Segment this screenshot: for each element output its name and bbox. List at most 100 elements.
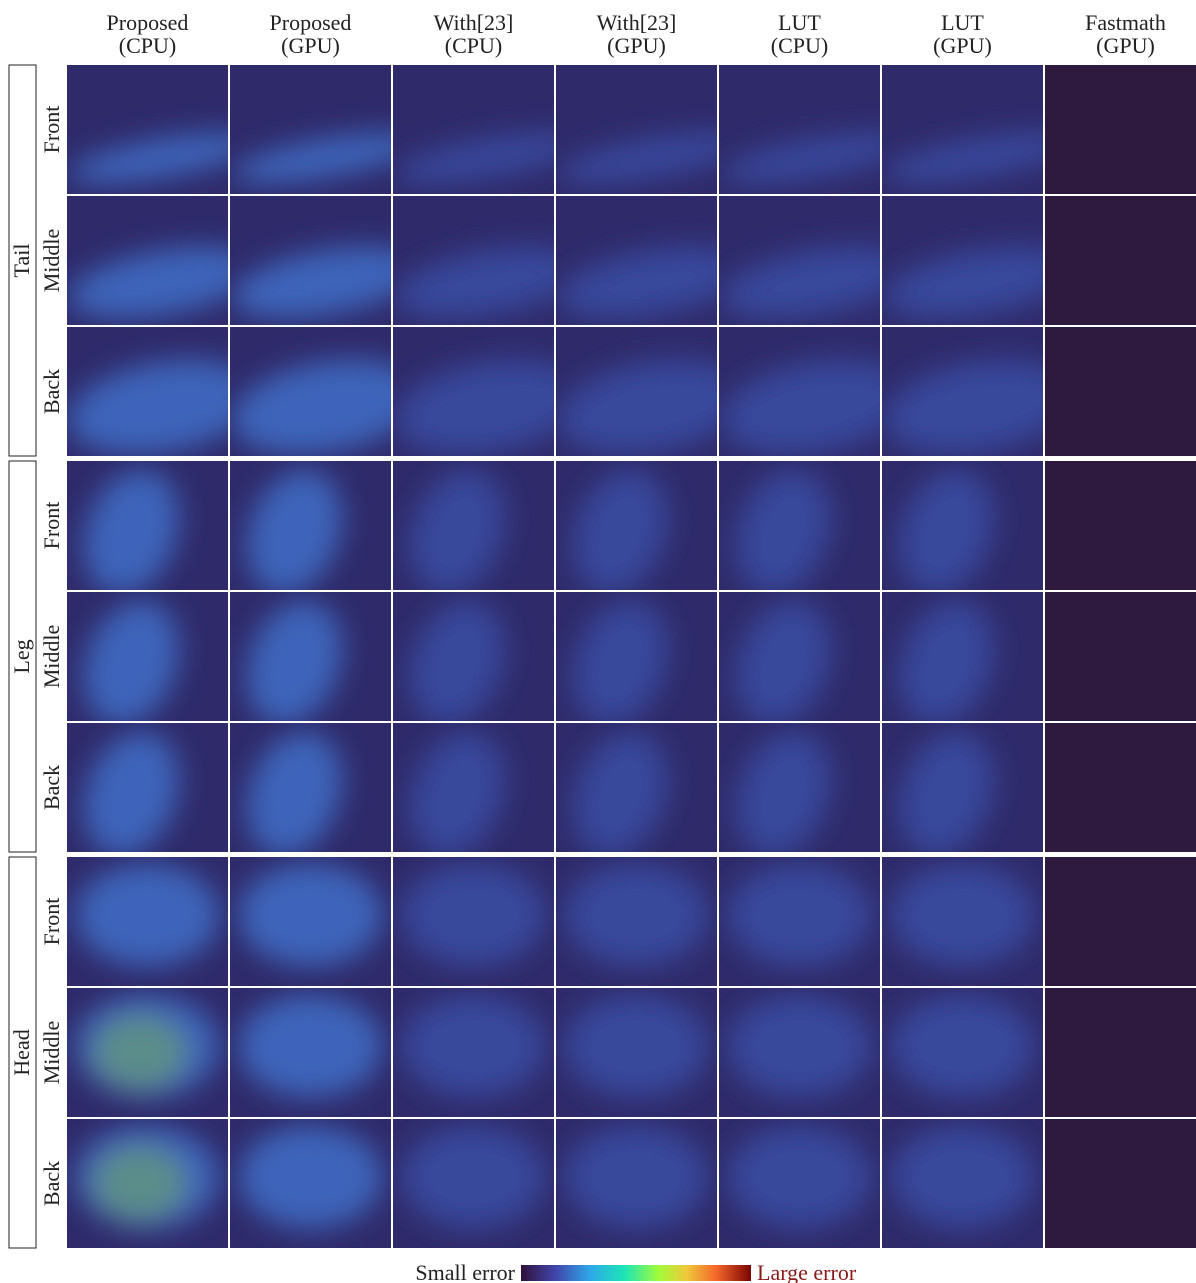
- column-header: Proposed: [107, 10, 189, 35]
- image-content: [401, 863, 546, 966]
- error-region: [564, 863, 709, 966]
- row-label: Back: [39, 1161, 64, 1206]
- column-header: Proposed: [270, 10, 352, 35]
- image-background: [1045, 1119, 1196, 1248]
- image-cell: [1045, 1119, 1196, 1248]
- column-header: Fastmath: [1085, 10, 1166, 35]
- image-cell: [230, 718, 391, 870]
- row-label: Middle: [39, 229, 64, 293]
- error-hotspot: [91, 1145, 188, 1222]
- group-label: Leg: [9, 639, 34, 673]
- image-cell: [556, 718, 717, 870]
- image-content: [401, 994, 546, 1097]
- row-label: Back: [39, 765, 64, 810]
- image-content: [238, 1125, 383, 1228]
- image-cell: [1045, 723, 1196, 852]
- image-cell: [1045, 988, 1196, 1117]
- image-content: [727, 1125, 872, 1228]
- error-region: [401, 994, 546, 1097]
- image-content: [75, 863, 220, 966]
- column-header: (GPU): [933, 33, 992, 58]
- image-cell: [67, 1119, 228, 1248]
- column-header: (CPU): [445, 33, 502, 58]
- image-background: [1045, 988, 1196, 1117]
- image-cell: [719, 587, 880, 739]
- image-cell: [882, 718, 1043, 870]
- row-label: Middle: [39, 625, 64, 689]
- error-region: [75, 863, 220, 966]
- image-content: [727, 863, 872, 966]
- row-label: Front: [39, 898, 64, 946]
- colorbar: [521, 1265, 751, 1281]
- image-cell: [230, 456, 391, 608]
- image-cell: [1045, 65, 1196, 194]
- image-cell: [556, 857, 717, 986]
- image-cell: [67, 718, 228, 870]
- image-cell: [719, 456, 880, 608]
- group-label: Head: [9, 1029, 34, 1075]
- image-cell: [1045, 196, 1196, 325]
- image-cell: [393, 456, 554, 608]
- image-cell: [1045, 461, 1196, 590]
- column-header: (CPU): [119, 33, 176, 58]
- image-content: [564, 1125, 709, 1228]
- image-content: [238, 994, 383, 1097]
- image-background: [1045, 723, 1196, 852]
- row-label: Back: [39, 369, 64, 414]
- image-cell: [67, 988, 228, 1117]
- image-cell: [393, 857, 554, 986]
- error-region: [564, 994, 709, 1097]
- image-cell: [882, 587, 1043, 739]
- column-header: (GPU): [607, 33, 666, 58]
- column-header: LUT: [778, 10, 821, 35]
- image-cell: [719, 1119, 880, 1248]
- image-cell: [719, 988, 880, 1117]
- colorbar-low-label: Small error: [415, 1260, 515, 1283]
- image-cell: [1045, 857, 1196, 986]
- image-cell: [882, 1119, 1043, 1248]
- image-cell: [719, 718, 880, 870]
- error-region: [727, 994, 872, 1097]
- image-content: [890, 1125, 1035, 1228]
- image-cell: [67, 587, 228, 739]
- row-label: Front: [39, 106, 64, 154]
- image-cell: [230, 988, 391, 1117]
- error-region: [890, 994, 1035, 1097]
- error-region: [238, 994, 383, 1097]
- image-content: [75, 1125, 220, 1228]
- image-content: [890, 863, 1035, 966]
- error-region: [238, 1125, 383, 1228]
- image-background: [1045, 196, 1196, 325]
- image-cell: [393, 1119, 554, 1248]
- error-hotspot: [91, 1014, 188, 1091]
- image-background: [1045, 65, 1196, 194]
- image-content: [238, 863, 383, 966]
- row-label: Middle: [39, 1021, 64, 1085]
- image-cell: [882, 857, 1043, 986]
- image-background: [1045, 592, 1196, 721]
- image-cell: [556, 1119, 717, 1248]
- error-region: [564, 1125, 709, 1228]
- row-label: Front: [39, 502, 64, 550]
- image-cell: [393, 988, 554, 1117]
- error-region: [890, 1125, 1035, 1228]
- image-background: [1045, 327, 1196, 456]
- figure: Small error Large error Proposed(CPU)Pro…: [0, 0, 1196, 1283]
- column-header: (CPU): [771, 33, 828, 58]
- image-cell: [67, 456, 228, 608]
- error-region: [401, 863, 546, 966]
- image-cell: [1045, 592, 1196, 721]
- image-content: [564, 994, 709, 1097]
- image-cell: [230, 587, 391, 739]
- image-cell: [882, 456, 1043, 608]
- colorbar-high-label: Large error: [757, 1260, 857, 1283]
- error-region: [401, 1125, 546, 1228]
- image-cell: [1045, 327, 1196, 456]
- error-region: [727, 1125, 872, 1228]
- image-content: [401, 1125, 546, 1228]
- group-label: Tail: [9, 244, 34, 278]
- column-header: With[23]: [597, 10, 677, 35]
- error-region: [727, 863, 872, 966]
- image-cell: [556, 456, 717, 608]
- image-content: [727, 994, 872, 1097]
